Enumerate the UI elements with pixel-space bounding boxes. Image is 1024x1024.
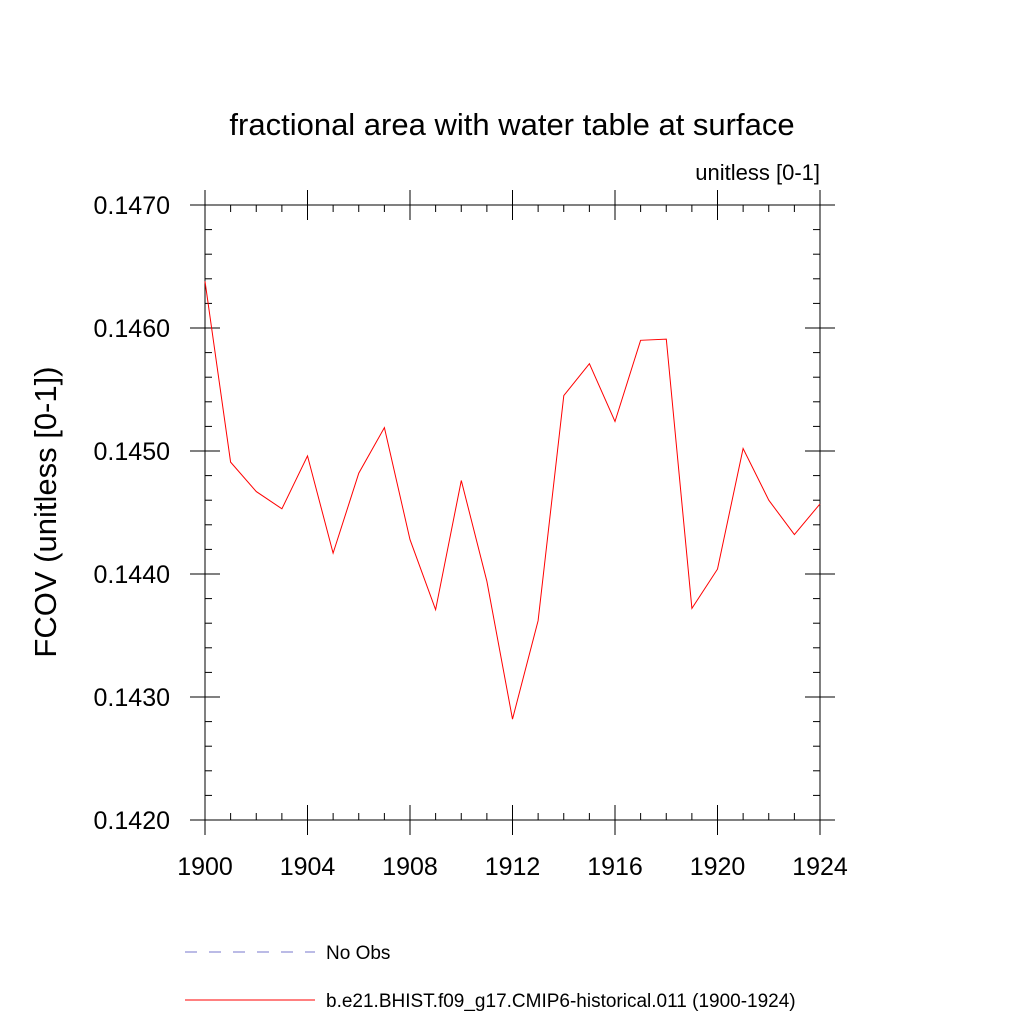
y-tick-label: 0.1470 xyxy=(94,192,170,220)
x-tick-label: 1924 xyxy=(792,853,848,881)
legend: No Obs b.e21.BHIST.f09_g17.CMIP6-histori… xyxy=(185,943,796,1012)
y-tick-label: 0.1440 xyxy=(94,561,170,589)
plot-frame xyxy=(204,204,821,821)
y-tick-label: 0.1460 xyxy=(94,315,170,343)
x-tick-label: 1920 xyxy=(690,853,746,881)
legend-label-series: b.e21.BHIST.f09_g17.CMIP6-historical.011… xyxy=(326,991,796,1012)
y-axis-label: FCOV (unitless [0-1]) xyxy=(28,366,63,657)
series-group xyxy=(204,281,821,720)
y-tick-label: 0.1450 xyxy=(94,438,170,466)
x-tick-label: 1916 xyxy=(587,853,643,881)
x-tick-label: 1908 xyxy=(382,853,438,881)
units-label: unitless [0-1] xyxy=(695,160,820,185)
y-tick-label: 0.1420 xyxy=(94,807,170,835)
axis-ticks xyxy=(190,190,835,835)
x-tick-label: 1904 xyxy=(280,853,336,881)
x-tick-label: 1912 xyxy=(485,853,541,881)
y-tick-label: 0.1430 xyxy=(94,684,170,712)
x-tick-label: 1900 xyxy=(177,853,233,881)
series-line-0 xyxy=(204,281,821,720)
axis-tick-labels: 1900 1904 1908 1912 1916 1920 1924 0.1420 0.1430… xyxy=(94,192,848,881)
chart-title: fractional area with water table at surf… xyxy=(229,107,794,142)
legend-label-no-obs: No Obs xyxy=(326,943,390,964)
